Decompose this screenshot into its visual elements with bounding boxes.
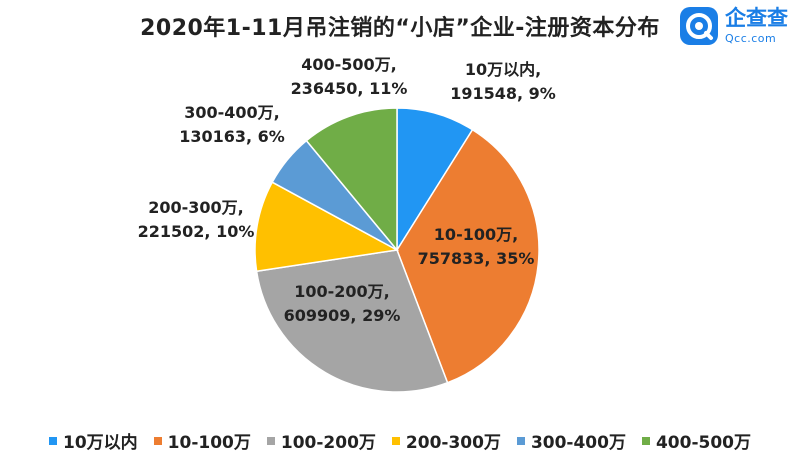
logo-text: 企查查 Qcc.com: [725, 6, 788, 45]
logo-name: 企查查: [725, 6, 788, 30]
pie-slice-10-100: [396, 128, 540, 384]
qcc-logo-icon: [680, 7, 718, 45]
pie-slice-10: [396, 107, 474, 253]
pie-labels: 10万以内, 191548, 9% 10-100万, 757833, 35% 100-2…: [138, 55, 556, 325]
legend-label: 200-300万: [405, 433, 501, 453]
chart-title: 2020年1-11月吊注销的“小店”企业-注册资本分布: [140, 16, 660, 41]
legend-label: 300-400万: [530, 433, 626, 453]
legend-swatch: [266, 436, 275, 445]
legend-item-200-300: 200-300万: [391, 428, 501, 453]
legend-label: 100-200万: [280, 433, 376, 453]
logo-domain: Qcc.com: [725, 32, 777, 45]
legend-label: 10-100万: [167, 433, 251, 453]
data-label-10-100: 10-100万, 757833, 35%: [418, 225, 535, 268]
legend-label: 10万以内: [63, 433, 138, 453]
pie-slice-100-200: [255, 249, 449, 393]
legend-item-300-400: 300-400万: [516, 428, 626, 453]
legend-swatch: [516, 436, 525, 445]
legend-swatch: [641, 436, 650, 445]
pie-slices: [254, 107, 540, 393]
legend-item-10: 10万以内: [49, 428, 138, 453]
legend-swatch: [153, 436, 162, 445]
chart-legend: 10万以内 10-100万 100-200万 200-300万 300-400万 400-…: [0, 428, 800, 453]
legend-item-400-500: 400-500万: [641, 428, 751, 453]
legend-swatch: [49, 436, 57, 445]
data-label-100-200: 100-200万, 609909, 29%: [284, 282, 401, 325]
data-label-300-400: 300-400万, 130163, 6%: [179, 103, 285, 146]
pie-slice-400-500: [305, 107, 398, 253]
data-label-400-500: 400-500万, 236450, 11%: [291, 55, 408, 98]
legend-item-100-200: 100-200万: [266, 428, 376, 453]
legend-label: 400-500万: [655, 433, 751, 453]
data-label-10: 10万以内, 191548, 9%: [450, 60, 556, 103]
pie-slice-200-300: [254, 181, 400, 273]
data-label-200-300: 200-300万, 221502, 10%: [138, 198, 255, 241]
qcc-logo: 企查查 Qcc.com: [679, 4, 788, 48]
legend-item-10-100: 10-100万: [153, 428, 251, 453]
legend-swatch: [391, 436, 400, 445]
